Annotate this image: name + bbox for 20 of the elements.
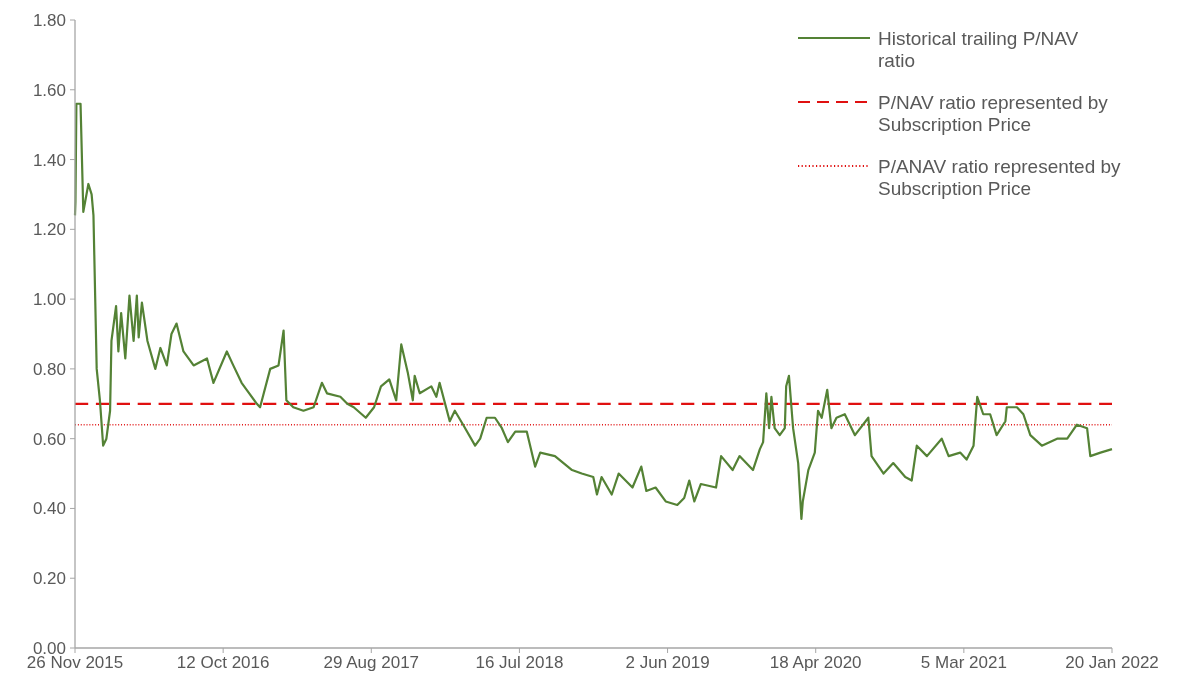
x-tick-label: 26 Nov 2015: [26, 653, 124, 672]
legend-label: P/NAV ratio represented by Subscription Price: [878, 91, 1109, 135]
y-tick-label: 1.20: [32, 220, 66, 240]
y-tick-label: 1.80: [32, 10, 66, 30]
y-tick-label: 0.40: [32, 499, 66, 519]
y-tick-label: 0.80: [32, 359, 66, 379]
x-tick-label: 2 Jun 2019: [625, 653, 710, 672]
legend-label: Historical trailing P/NAV ratio: [878, 27, 1079, 71]
y-tick-label: 0.60: [32, 429, 66, 449]
x-tick-label: 12 Oct 2016: [176, 653, 270, 672]
y-tick-label: 0.20: [32, 569, 66, 589]
y-tick-label: 1.00: [32, 290, 66, 310]
y-tick-label: 1.60: [32, 80, 66, 100]
y-tick-label: 1.40: [32, 150, 66, 170]
x-tick-label: 5 Mar 2021: [920, 653, 1007, 672]
legend-label: P/ANAV ratio represented by Subscription Price: [878, 155, 1122, 199]
x-tick-label: 16 Jul 2018: [475, 653, 564, 672]
x-tick-label: 29 Aug 2017: [323, 653, 420, 672]
x-tick-label: 18 Apr 2020: [769, 653, 862, 672]
x-tick-label: 20 Jan 2022: [1065, 653, 1159, 672]
